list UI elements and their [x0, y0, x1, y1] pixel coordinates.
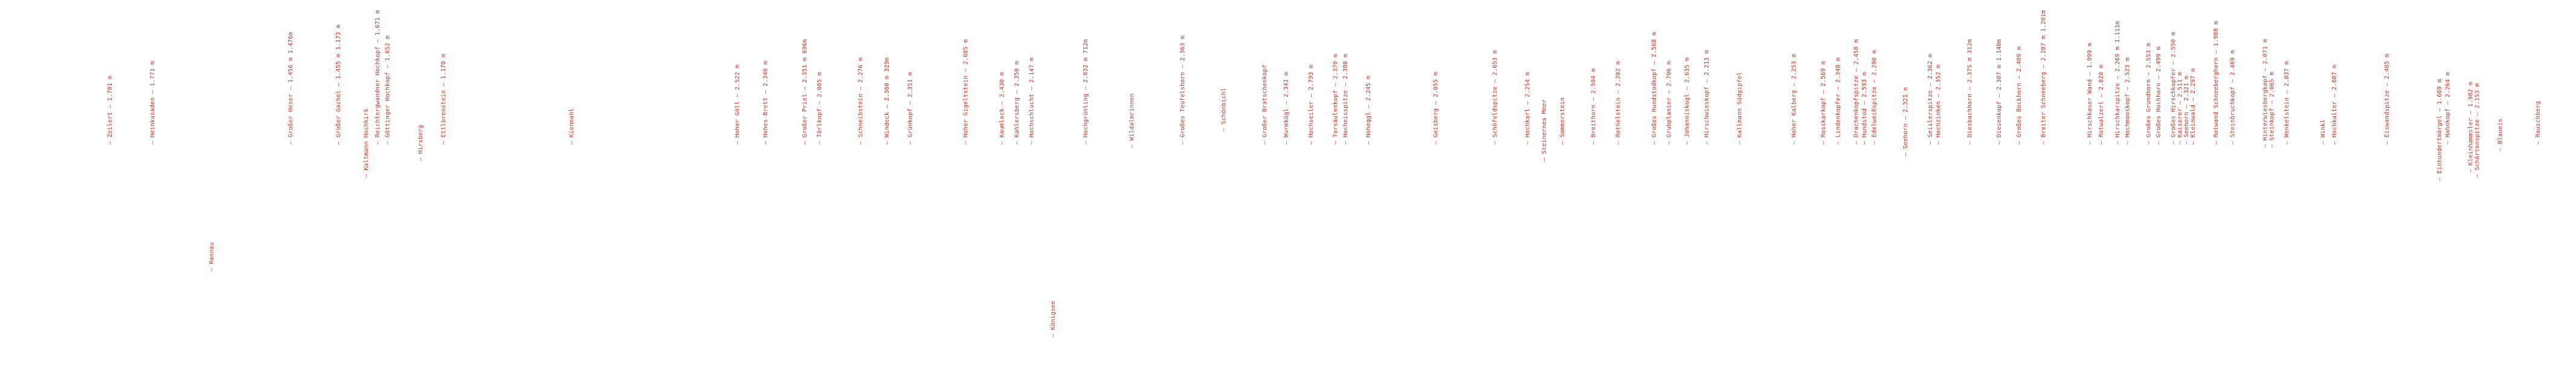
peak-label: — Hirsberg	[417, 125, 424, 161]
peak-label: — Kaiserer – 2.511 m	[2177, 72, 2183, 145]
peak-label: — Rotwand Schneeberghorn – 1.988 m	[2213, 21, 2220, 145]
peak-label: — Hocheisspitze – 2.380 m	[1342, 54, 1349, 145]
peak-label: — Rothelstein – 2.202 m	[1615, 61, 1621, 145]
peak-label: — Hoher Gigeltstein – 2.085 m	[963, 39, 970, 145]
peak-label: — Großes Teufelshorn – 2.363 m	[1180, 36, 1187, 145]
peak-label: — Zeilert – 1.701 m	[107, 76, 114, 145]
peak-label: — Hundstod – 2.593 m	[1861, 72, 1868, 145]
peak-label: — Breiter Schneeberg – 2.287 m 1.201m	[2041, 10, 2047, 145]
peak-label: — Großes Grundhorn – 2.553 m	[2146, 43, 2153, 145]
peak-label: — Göttinger Hochkopf – 1.652 m	[384, 36, 391, 145]
peak-label: — Lindenkopfer – 2.348 m	[1835, 57, 1842, 145]
peak-label: — Schöfeldspitze – 2.653 m	[1492, 50, 1498, 145]
peak-label: — Hochzinken – 2.352 m	[1936, 65, 1942, 145]
peak-label: — Königsee	[1050, 301, 1057, 337]
peak-label: — Wildalmrinnen	[1129, 93, 1135, 148]
peak-label: — Rosskarkopf – 2.569 m	[1820, 61, 1827, 145]
peak-label: — Einhundertmörgel – 1.669 m	[2436, 79, 2443, 181]
peak-label: — Hochgrünling – 2.032 m 712m	[1083, 39, 1089, 145]
peak-label: — Ettlbrenstein – 1.170 m	[440, 54, 447, 145]
peak-label: — Geisberg – 2.055 m	[1432, 72, 1439, 145]
peak-label: — Hochseiler – 2.793 m	[1308, 65, 1315, 145]
peak-label: — Steinernes Meer	[1541, 99, 1548, 161]
peak-label: — Hoher Kalberg – 2.253 m	[1791, 54, 1797, 145]
peak-label: — Großes Hochhorn – 2.499 m	[2156, 47, 2162, 145]
peak-label: — Kleinhammsler – 1.982 m	[2468, 82, 2475, 173]
peak-label: — Heinkusaden – 1.771 m	[150, 61, 156, 145]
peak-label: — Seehorn – 2.321 m	[2183, 76, 2190, 145]
peak-label: — Törlkopf – 2.005 m	[817, 72, 823, 145]
peak-label: — Hirschwieskopf – 2.213 m	[1704, 50, 1710, 145]
peak-label: — Hochkalter – 2.607 m	[2331, 65, 2338, 145]
peak-label: — Johanniskogl – 2.635 m	[1684, 57, 1691, 145]
peak-label: — Kallmann Südgipfel	[1737, 72, 1744, 145]
peak-label: — Hohes Brett – 2.340 m	[762, 61, 769, 145]
peak-label: — Hoheggl – 2.245 m	[1365, 76, 1372, 145]
peak-label: — Diesbachhorn – 2.375 m 312m	[1966, 39, 1973, 145]
peak-label: — Rotwalzerl – 2.020 m	[2098, 65, 2105, 145]
peak-label: — Grubplanier – 2.706 m	[1666, 61, 1673, 145]
peak-label: — Seislerspitze – 2.362 m	[1927, 54, 1934, 145]
peak-label: — Großer Bratschenkopf	[1262, 65, 1269, 145]
peak-label: — Hirschkarspitze – 2.269 m 1.111m	[2114, 21, 2121, 145]
peak-label: — Hochkarl – 2.254 m	[1525, 72, 1531, 145]
peak-label: — Schärtenspitze – 2.153 m	[2475, 83, 2481, 178]
peak-label: — Edelweißspitze – 2.290 m	[1872, 50, 1878, 145]
peak-label: — Hinterwiesbergkopf – 2.071 m	[2262, 39, 2269, 148]
peak-label: — Grünkopf – 2.351 m	[907, 72, 913, 145]
peak-label: — Hochmooskopf – 2.523 m	[2124, 57, 2131, 145]
peak-label: — Steinbruchkopf – 2.469 m	[2229, 50, 2236, 145]
peak-label: — Schneibstein – 2.276 m	[858, 57, 865, 145]
peak-label: — Reichtergwandner Hochkopf – 1.671 m	[375, 10, 381, 145]
peak-label: — Großer Gachel – 1.455 m 1.173 m	[335, 25, 342, 145]
peak-label: — Kahlersberg – 2.350 m	[1014, 61, 1020, 145]
peak-label: — Kienmahl	[568, 108, 575, 145]
peak-label: — Winkl	[2320, 119, 2326, 145]
peak-label: — Wenkelstein – 2.037 m	[2284, 61, 2290, 145]
peak-label: — Schönbichl	[1221, 88, 1228, 131]
peak-label: — Eiswandspitze – 2.405 m	[2384, 54, 2391, 145]
peak-label: — Hochschlucht – 2.147 m	[1028, 57, 1035, 145]
peak-label: — Großer Priel – 2.351 m 696m	[802, 39, 808, 145]
peak-label: — Seehorn – 2.321 m	[1902, 87, 1909, 156]
peak-label: — Großes Hirschkopfer – 2.550 m	[2170, 32, 2177, 145]
peak-label: — Diesenkopf – 2.307 m 1.140m	[1996, 39, 2003, 145]
peak-label: — Kaltmann Hochkirk	[363, 108, 370, 177]
peak-label: — Großes Bockhorn – 2.409 m	[2016, 47, 2023, 145]
peak-label: — Kaumleck – 2.430 m	[999, 72, 1006, 145]
peak-label: — Drachenkopfspitze – 2.458 m	[1853, 39, 1860, 145]
peak-label: — Großer Heser – 1.456 m 1.476m	[288, 32, 294, 145]
peak-label: — Wurmkögl – 2.341 m	[1283, 72, 1290, 145]
peak-label: — Rauschberg	[2535, 101, 2542, 145]
peak-label: — Großes Hundstodkopf – 2.568 m	[1651, 32, 1658, 145]
peak-label: — Rannau	[209, 243, 216, 272]
peak-label: — Sommerstein	[1559, 97, 1566, 145]
peak-label: — Hahnkopf – 2.264 m	[2445, 72, 2452, 145]
peak-label: — Hirschkaser Wand – 1.999 m	[2087, 43, 2093, 145]
peak-label: — Windeck – 2.360 m 329m	[884, 57, 890, 145]
peak-label: — Blaueis	[2497, 119, 2504, 151]
peak-label: — Torsäulenkopf – 2.370 m	[1333, 54, 1339, 145]
peak-label: — Breithorn – 2.504 m	[1591, 68, 1597, 145]
peak-label: — Steinkopf – 2.065 m	[2269, 71, 2276, 148]
peak-label: — Kleinwald – 2.297 m	[2190, 68, 2197, 145]
peak-label: — Hoher Göll – 2.522 m	[735, 65, 741, 145]
